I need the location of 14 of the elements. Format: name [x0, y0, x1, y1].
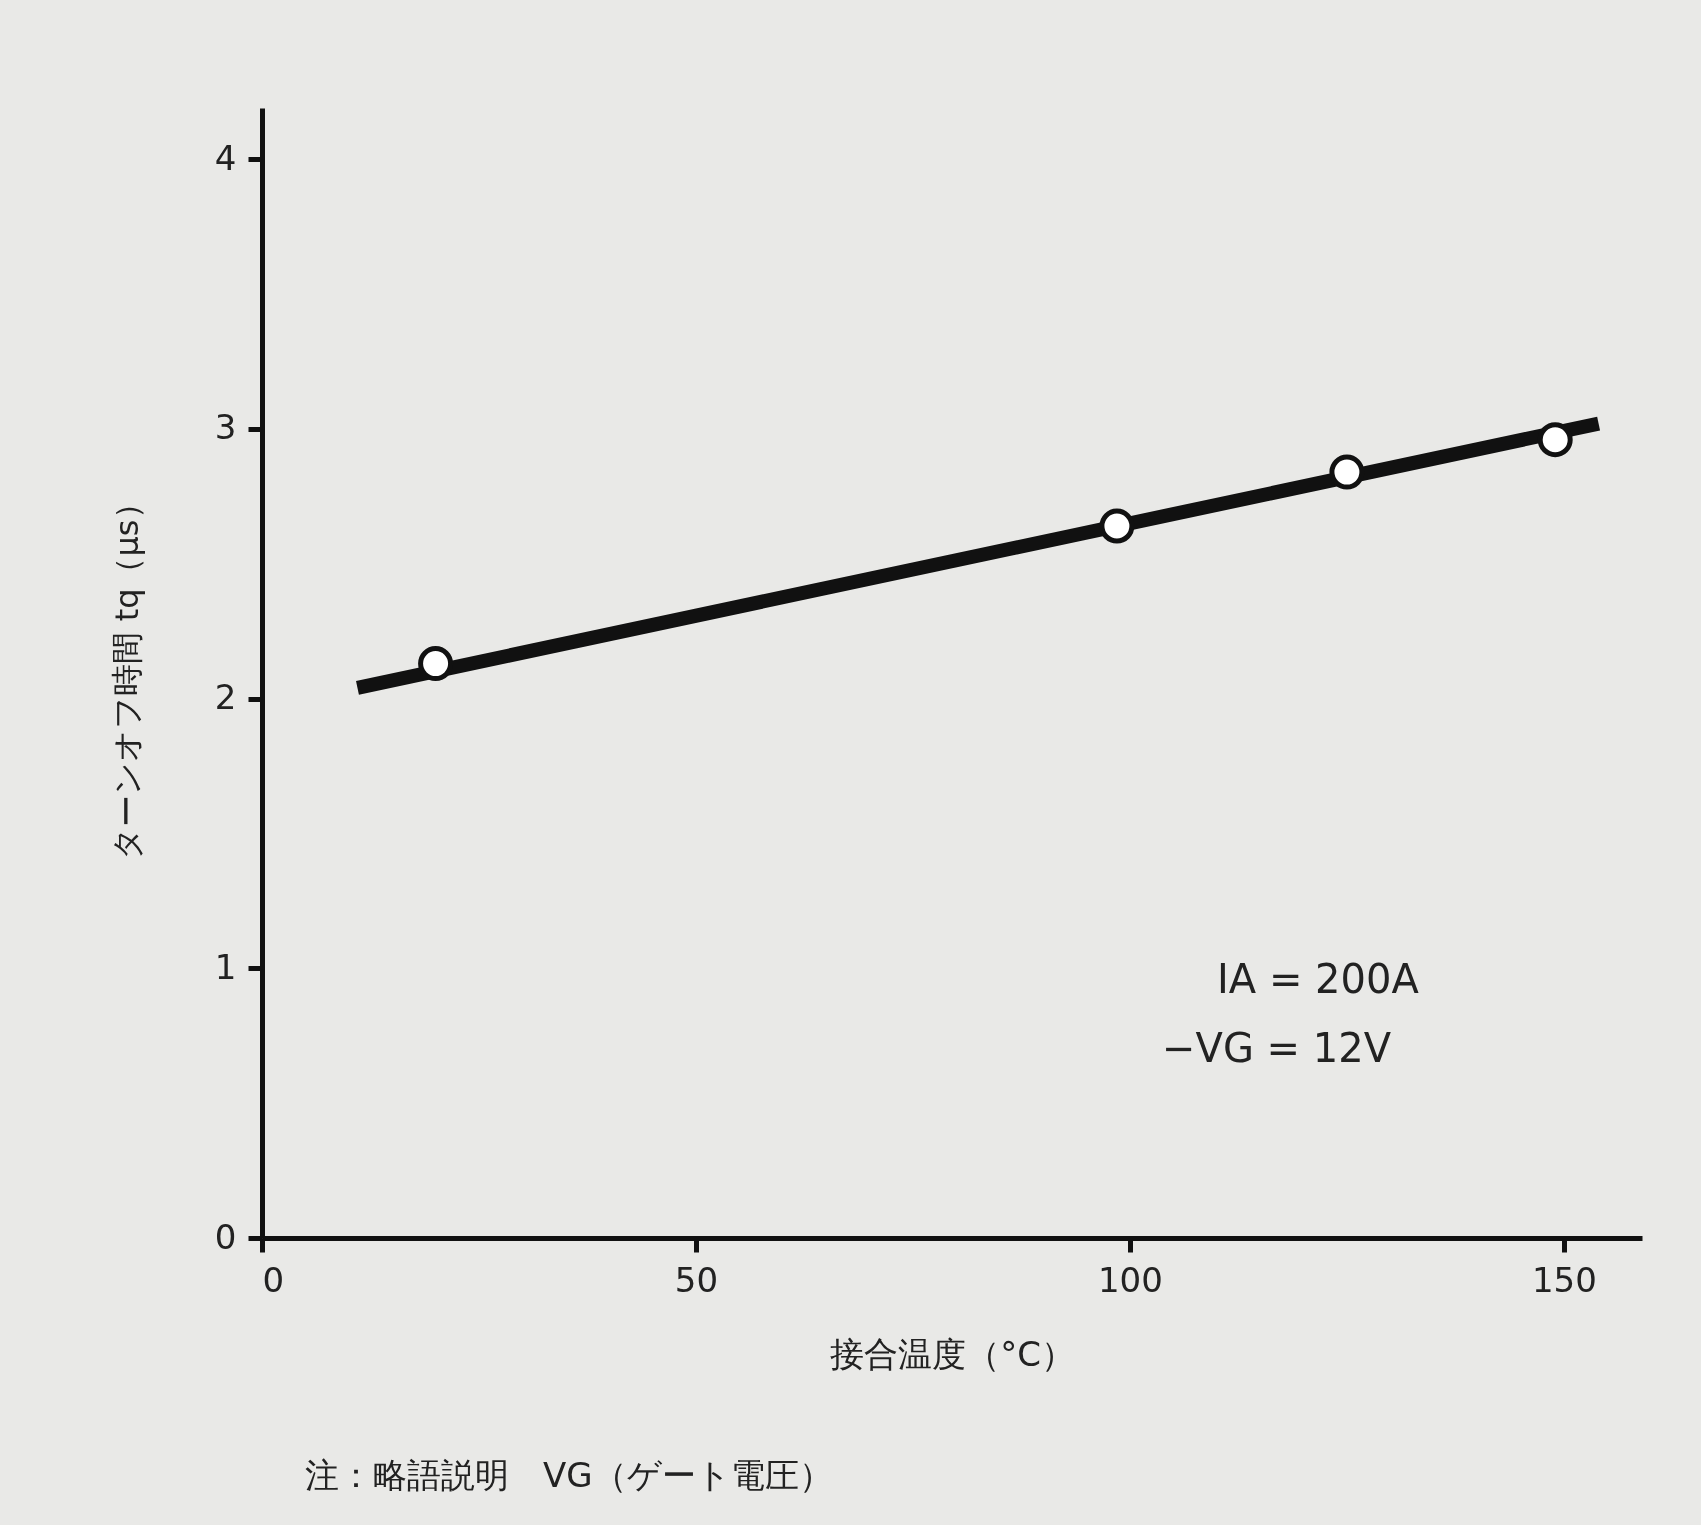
annotation: −VG = 12V: [1162, 1025, 1392, 1071]
y-tick-label: 0: [214, 1216, 237, 1257]
x-tick-label: 50: [674, 1259, 719, 1300]
y-tick-label: 1: [214, 946, 237, 987]
x-axis-title: 接合温度（°C）: [830, 1333, 1075, 1374]
x-tick-label: 0: [262, 1259, 285, 1300]
text: 注：略語説明 VG（ゲート電圧）: [305, 1455, 833, 1495]
y-tick-label: 3: [214, 407, 237, 448]
x-tick-label: 150: [1531, 1259, 1597, 1300]
x-tick-label: 100: [1097, 1259, 1163, 1300]
y-tick-label: 2: [214, 677, 237, 718]
annotation: IA = 200A: [1217, 956, 1420, 1002]
y-tick-label: 4: [214, 137, 237, 178]
y-axis-title: ターンオフ時間 tq（μs）: [107, 487, 146, 860]
